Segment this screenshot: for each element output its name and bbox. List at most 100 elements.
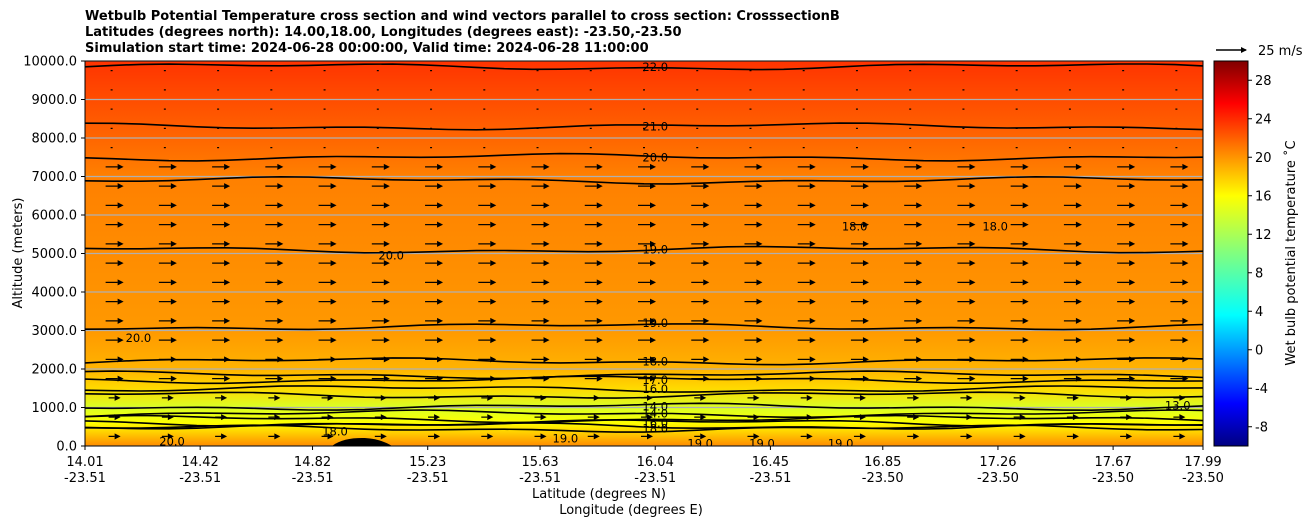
wind-vector-head (1182, 375, 1189, 382)
colorbar-label: Wet bulb potential temperature ˚C (1283, 140, 1299, 365)
wind-vector-head (700, 433, 707, 440)
wind-vector-head (969, 260, 976, 267)
wind-vector-head (753, 433, 760, 440)
wind-vector-head (596, 356, 603, 363)
contour-label: 19.0 (828, 437, 854, 451)
wind-vector-head (809, 337, 816, 344)
wind-vector-head (1129, 298, 1136, 305)
x-tick-label-lat: 16.04 (637, 455, 674, 470)
chart-title-block: Wetbulb Potential Temperature cross sect… (85, 9, 840, 57)
x-tick-label-lon: -23.51 (292, 471, 334, 486)
colorbar: -8 -4 0 4 8 12 16 20 24 28 (1213, 60, 1272, 447)
wind-vector-head (224, 279, 231, 286)
wind-vector-head (1126, 433, 1133, 440)
wind-vector-head (114, 414, 121, 421)
wind-vector-head (1182, 163, 1189, 170)
wind-vector-head (117, 183, 124, 190)
wind-vector-head (330, 163, 337, 170)
wind-vector-head (327, 433, 334, 440)
title-line-2: Latitudes (degrees north): 14.00,18.00, … (85, 25, 682, 40)
wind-vector-head (969, 163, 976, 170)
wind-vector-head (490, 221, 497, 228)
wind-vector-head (596, 317, 603, 324)
wind-vector-head (1072, 394, 1079, 401)
wind-vector-head (859, 414, 866, 421)
wind-vector-head (224, 317, 231, 324)
wind-vector-head (913, 394, 920, 401)
wind-vector-head (1075, 375, 1082, 382)
wind-vector-head (170, 240, 177, 247)
wind-vector-head (114, 394, 121, 401)
colorbar-frame (1213, 60, 1249, 447)
x-tick-label-lon: -23.51 (64, 471, 106, 486)
wind-vector-head (170, 356, 177, 363)
colorbar-tick-label: 4 (1255, 305, 1263, 320)
x-tick-label-lat: 15.23 (409, 455, 446, 470)
wind-vector-head (221, 394, 228, 401)
y-tick-label: 1000.0 (32, 401, 78, 416)
wind-vector-head (1075, 202, 1082, 209)
wind-vector-head (1129, 221, 1136, 228)
wind-vector-head (1129, 183, 1136, 190)
wind-vector-head (809, 163, 816, 170)
wind-vector-head (1022, 221, 1029, 228)
wind-vector-head (1179, 433, 1186, 440)
wind-vector-head (117, 375, 124, 382)
wind-vector-head (809, 317, 816, 324)
wind-vector-head (330, 240, 337, 247)
wind-vector-head (596, 183, 603, 190)
wind-vector-head (859, 394, 866, 401)
wind-vector-head (647, 433, 653, 440)
wind-vector-head (383, 298, 390, 305)
x-tick-label-lat: 16.85 (864, 455, 901, 470)
wind-vector-head (647, 414, 653, 421)
wind-vector-head (170, 317, 177, 324)
wind-vector-head (330, 317, 337, 324)
wind-vector-head (170, 163, 177, 170)
wind-vector-head (490, 163, 497, 170)
wind-vector-head (703, 375, 710, 382)
colorbar-tick-label: 0 (1255, 343, 1263, 358)
wind-vector-head (1075, 260, 1082, 267)
wind-vector-head (650, 202, 656, 209)
wind-vector-head (170, 202, 177, 209)
wind-vector-head (117, 279, 124, 286)
wind-vector-head (1129, 375, 1136, 382)
wind-vector-head (1019, 433, 1026, 440)
wind-vector-head (1182, 337, 1189, 344)
wind-vector-head (809, 202, 816, 209)
wind-vector-head (380, 414, 387, 421)
wind-vector-head (703, 317, 710, 324)
wind-vector-head (1075, 183, 1082, 190)
contour-line (85, 63, 1203, 71)
wind-vector-head (1182, 202, 1189, 209)
wind-vector-head (913, 433, 920, 440)
wind-vector-head (437, 356, 444, 363)
wind-vector-head (969, 375, 976, 382)
wind-vector-head (543, 298, 550, 305)
wind-vector-head (170, 183, 177, 190)
contour-line (85, 414, 1203, 424)
wind-vector-head (756, 356, 763, 363)
wind-vector-head (1072, 433, 1079, 440)
y-axis-label: Altitude (meters) (11, 198, 26, 309)
wind-vector-head (756, 221, 763, 228)
wind-vector-head (117, 317, 124, 324)
y-axis: 0.0 1000.0 2000.0 3000.0 4000.0 5000.0 6000.0 7… (23, 55, 85, 455)
wind-vector-head (274, 433, 281, 440)
wind-vector-head (862, 298, 869, 305)
wind-vector-head (700, 414, 707, 421)
wind-vector-head (117, 337, 124, 344)
wind-vector-head (330, 202, 337, 209)
wind-vector-head (543, 260, 550, 267)
wind-vector-head (1022, 240, 1029, 247)
contour-line (85, 175, 1203, 185)
colorbar-tick-label: 8 (1255, 266, 1263, 281)
wind-vector-head (650, 356, 656, 363)
y-tick-label: 6000.0 (32, 209, 78, 224)
wind-vector-head (224, 221, 231, 228)
wind-vector-head (437, 163, 444, 170)
contour-label: 16.0 (642, 382, 668, 396)
wind-vector-head (703, 260, 710, 267)
wind-vector-head (117, 163, 124, 170)
